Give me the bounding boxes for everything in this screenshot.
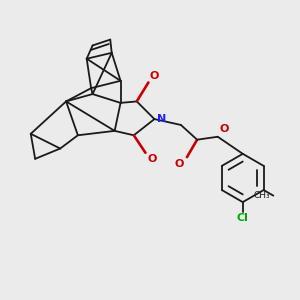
Text: N: N bbox=[157, 114, 166, 124]
Text: CH₃: CH₃ bbox=[253, 191, 270, 200]
Text: O: O bbox=[175, 159, 184, 169]
Text: O: O bbox=[147, 154, 156, 164]
Text: O: O bbox=[219, 124, 229, 134]
Text: Cl: Cl bbox=[237, 213, 249, 223]
Text: O: O bbox=[150, 71, 159, 81]
